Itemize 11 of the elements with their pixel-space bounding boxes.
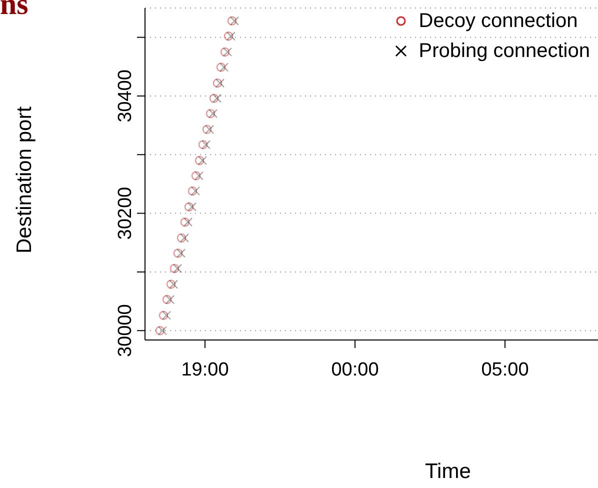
y-axis-title: Destination port: [13, 106, 37, 254]
y-tick-label: 30400: [115, 70, 136, 122]
x-axis-title: Time: [425, 460, 471, 484]
y-tick-label: 30200: [115, 186, 136, 240]
legend-label: Probing connection: [418, 39, 590, 64]
y-tick-label: 30000: [115, 304, 136, 358]
x-tick-label: 00:00: [331, 359, 379, 380]
legend-label: Decoy connection: [418, 9, 578, 34]
x-tick-label: 19:00: [181, 359, 229, 380]
x-tick-label: 05:00: [481, 359, 529, 380]
chart-title: ns: [0, 0, 28, 22]
